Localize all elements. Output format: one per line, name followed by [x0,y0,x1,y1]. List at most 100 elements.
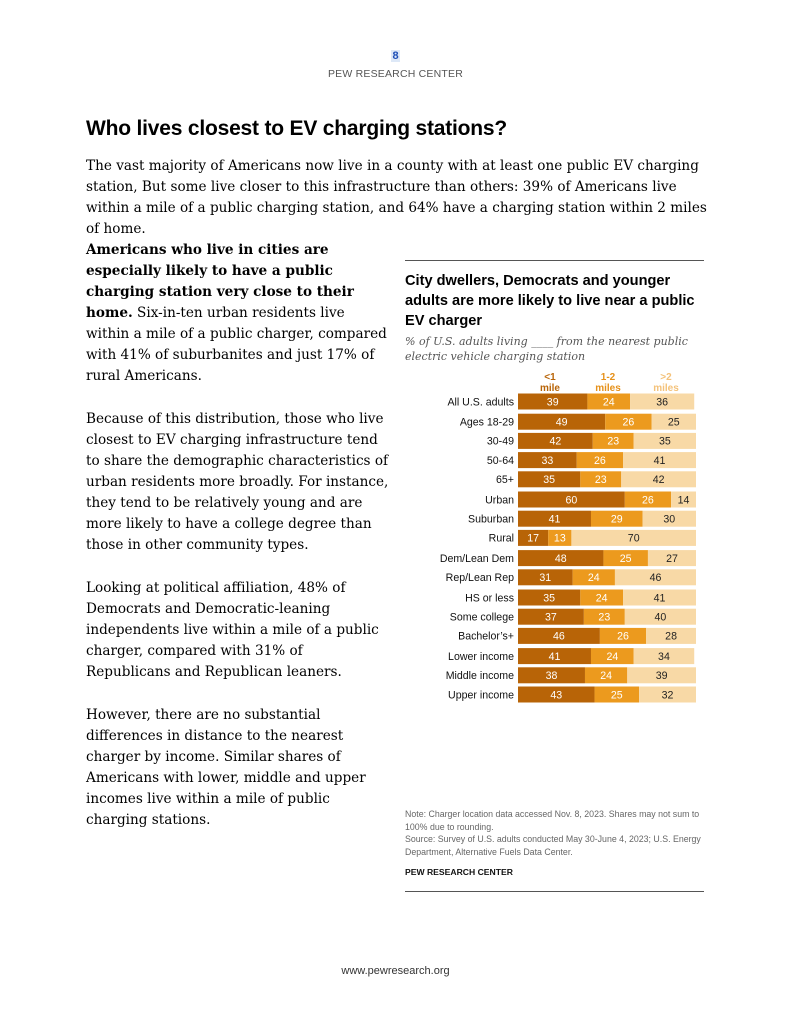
data-label-all-u-s-adults-2-miles: 36 [656,396,668,408]
bar-suburban-1-2-miles [590,510,643,527]
row-label-suburban: Suburban [468,514,514,526]
bar-30-49-1-mile [518,432,593,449]
bar-dem-lean-dem-1-mile [518,550,604,567]
bar-ages-18-29-1-mile [518,413,606,430]
bar-30-49-2-miles [633,432,696,449]
body-text-column: Americans who live in cities are especia… [86,240,390,853]
data-label-30-49-1-mile: 42 [549,436,561,448]
data-label-rural-2-miles: 70 [628,533,640,545]
data-label-50-64-1-mile: 33 [541,455,553,467]
data-label-65-1-2-miles: 23 [595,474,607,486]
bar-30-49-1-2-miles [592,432,634,449]
row-label-all-u-s-adults: All U.S. adults [447,396,514,408]
body-paragraph-1: Americans who live in cities are especia… [86,240,390,387]
bar-rural-1-2-miles [548,529,572,546]
intro-paragraph: The vast majority of Americans now live … [86,158,707,237]
bar-middle-income-2-miles [627,667,696,684]
data-label-suburban-2-miles: 30 [663,514,675,526]
data-label-upper-income-1-2-miles: 25 [611,689,623,701]
legend-1-2-miles: 1-2 miles [587,372,629,394]
bar-rural-2-miles [571,529,696,546]
bar-all-u-s-adults-2-miles [630,393,695,410]
data-label-ages-18-29-2-miles: 25 [668,417,680,429]
bar-urban-1-mile [518,491,625,508]
body-paragraph-1-text: Six-in-ten urban residents live within a… [86,305,387,384]
row-label-middle-income: Middle income [446,670,514,682]
bar-middle-income-1-2-miles [584,667,628,684]
row-label-urban: Urban [485,494,514,506]
bar-middle-income-1-mile [518,667,585,684]
chart-notes: Note: Charger location data accessed Nov… [405,808,710,858]
row-label-rural: Rural [489,533,514,545]
legend-1-2-miles-line2: miles [595,383,621,394]
legend-over-2-miles-line1: >2 [660,372,672,383]
data-label-rural-1-2-miles: 13 [554,533,566,545]
bar-urban-2-miles [671,491,696,508]
data-label-urban-1-mile: 60 [566,494,578,506]
data-label-lower-income-1-mile: 41 [549,651,561,663]
footer-url: www.pewresearch.org [341,965,450,977]
data-label-30-49-1-2-miles: 23 [607,436,619,448]
bar-lower-income-2-miles [633,648,695,665]
page-number: 8 [391,50,400,62]
bar-bachelor-s-1-mile [518,627,600,644]
bar-65-1-2-miles [580,471,622,488]
data-label-dem-lean-dem-1-mile: 48 [555,553,567,565]
data-label-rep-lean-rep-1-mile: 31 [539,572,551,584]
row-label-upper-income: Upper income [448,689,514,701]
body-paragraph-3: Looking at political affiliation, 48% of… [86,580,379,680]
data-label-upper-income-1-mile: 43 [550,689,562,701]
data-label-ages-18-29-1-2-miles: 26 [622,417,634,429]
bar-some-college-1-mile [518,608,584,625]
row-label-hs-or-less: HS or less [465,592,514,604]
bar-bachelor-s-1-2-miles [599,627,647,644]
bar-dem-lean-dem-1-2-miles [603,550,648,567]
data-label-rep-lean-rep-1-2-miles: 24 [588,572,600,584]
data-label-some-college-1-mile: 37 [545,612,557,624]
bar-dem-lean-dem-2-miles [647,550,696,567]
data-label-30-49-2-miles: 35 [659,436,671,448]
bar-rep-lean-rep-1-mile [518,569,573,586]
data-label-all-u-s-adults-1-2-miles: 24 [603,396,615,408]
bar-ages-18-29-2-miles [651,413,696,430]
data-label-dem-lean-dem-2-miles: 27 [666,553,678,565]
stacked-bar-chart: All U.S. adults 39 24 36 Ages 18-29 49 26 25 30-… [440,393,696,703]
bar-rep-lean-rep-1-2-miles [572,569,615,586]
legend-under-1-mile-line1: <1 [544,372,556,383]
row-label-lower-income: Lower income [448,651,514,663]
data-label-hs-or-less-2-miles: 41 [654,592,666,604]
bar-bachelor-s-2-miles [646,627,696,644]
row-label-50-64: 50-64 [487,455,514,467]
bar-lower-income-1-2-miles [590,648,634,665]
data-label-rural-1-mile: 17 [527,533,539,545]
body-paragraph-1-lead: Americans who live in cities are especia… [86,242,354,321]
row-label-rep-lean-rep: Rep/Lean Rep [446,572,514,584]
bar-upper-income-1-2-miles [594,686,640,703]
data-label-50-64-2-miles: 41 [654,455,666,467]
row-label-65: 65+ [496,474,514,486]
chart-bottom-rule [405,891,704,892]
bar-ages-18-29-1-2-miles [605,413,652,430]
chart-source-org: PEW RESEARCH CENTER [405,867,513,877]
legend-over-2-miles-line2: miles [653,383,679,394]
bar-rep-lean-rep-2-miles [614,569,696,586]
bar-urban-1-2-miles [624,491,672,508]
data-label-50-64-1-2-miles: 26 [594,455,606,467]
page-title: Who lives closest to EV charging station… [86,117,508,140]
row-label-30-49: 30-49 [487,436,514,448]
bar-65-2-miles [621,471,696,488]
bar-suburban-2-miles [642,510,696,527]
data-label-hs-or-less-1-2-miles: 24 [596,592,608,604]
bar-all-u-s-adults-1-mile [518,393,588,410]
data-label-hs-or-less-1-mile: 35 [543,592,555,604]
chart-subtitle: % of U.S. adults living ____ from the ne… [405,335,688,363]
bar-50-64-2-miles [623,452,696,469]
chart-source: Source: Survey of U.S. adults conducted … [405,834,701,857]
data-label-middle-income-1-2-miles: 24 [600,670,612,682]
body-paragraph-4: However, there are no substantial differ… [86,707,366,828]
data-label-bachelor-s-1-mile: 46 [553,631,565,643]
data-label-ages-18-29-1-mile: 49 [556,417,568,429]
data-label-all-u-s-adults-1-mile: 39 [547,396,559,408]
bar-lower-income-1-mile [518,648,591,665]
data-label-urban-2-miles: 14 [678,494,690,506]
